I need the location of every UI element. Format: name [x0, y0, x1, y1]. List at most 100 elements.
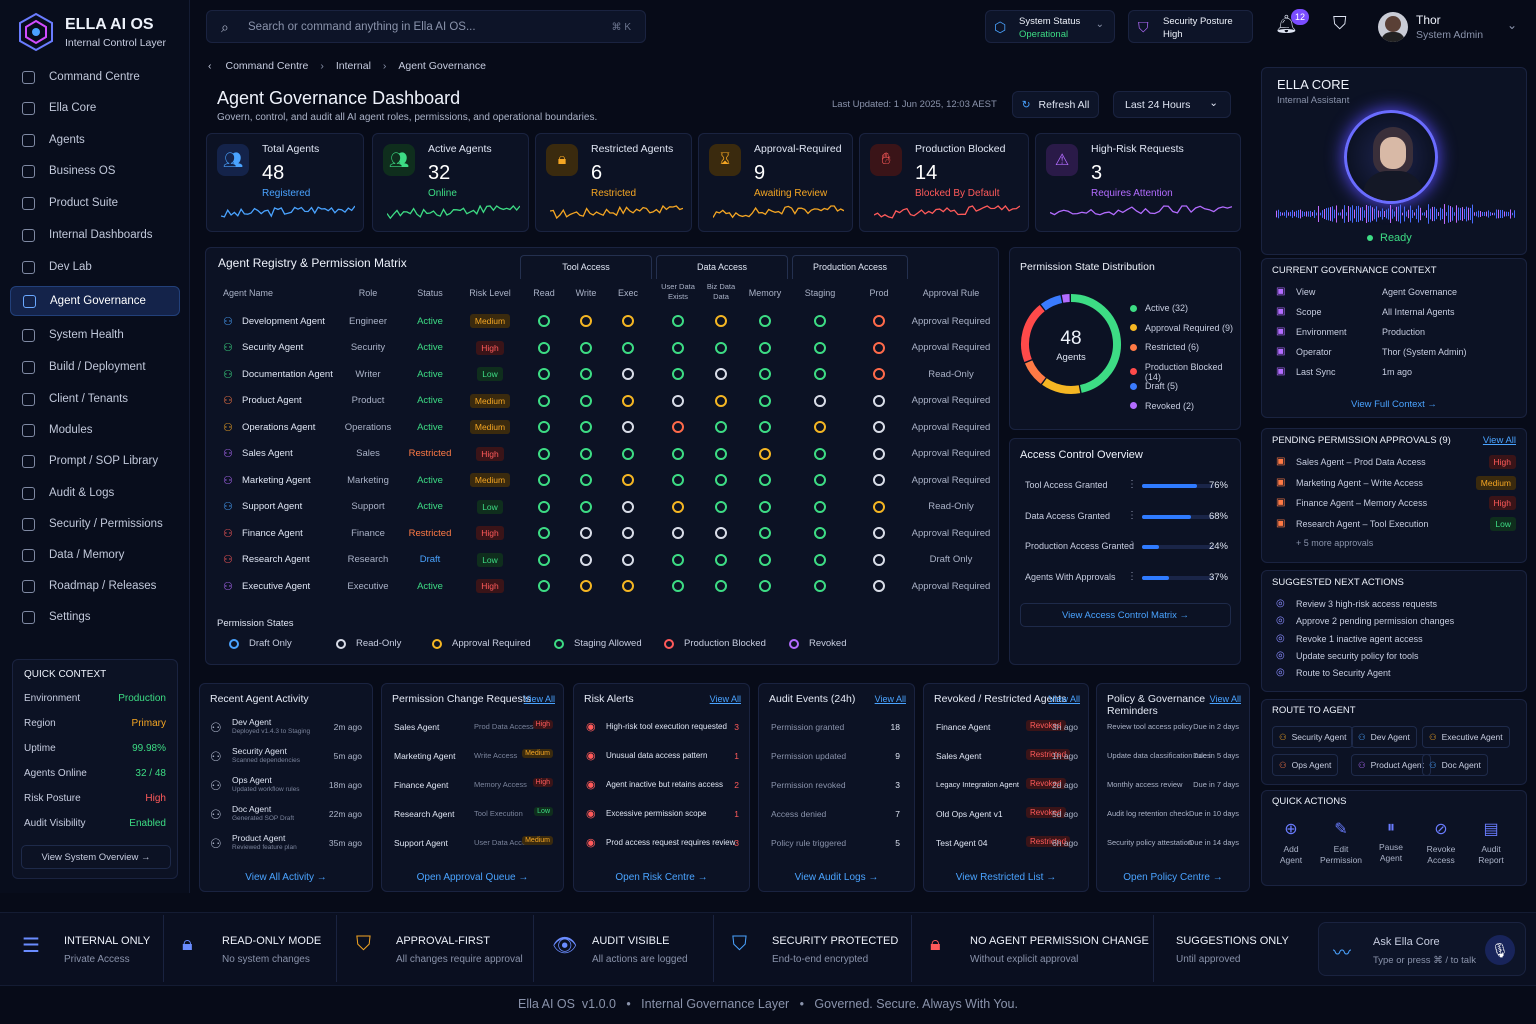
list-item[interactable]: Support Agent User Data Access Medium — [392, 833, 553, 857]
suggested-action[interactable]: Update security policy for tools — [1296, 650, 1419, 661]
permission-cell[interactable] — [538, 335, 550, 361]
agent-name[interactable]: Executive Agent — [242, 580, 311, 592]
permission-cell[interactable] — [759, 573, 771, 599]
permission-cell[interactable] — [538, 494, 550, 520]
list-item[interactable]: Finance Agent Revoked 3h ago — [934, 717, 1078, 741]
permission-cell[interactable] — [715, 573, 727, 599]
list-item[interactable]: Access denied 7 — [769, 804, 904, 828]
agent-name[interactable]: Development Agent — [242, 315, 325, 327]
agent-name[interactable]: Support Agent — [242, 501, 303, 512]
column-header-agent-name[interactable]: Agent Name — [223, 288, 274, 298]
donut-slice-restricted-6[interactable] — [1024, 360, 1046, 384]
permission-cell[interactable] — [580, 361, 592, 387]
permission-cell[interactable] — [622, 573, 634, 599]
permission-cell[interactable] — [580, 494, 592, 520]
panel-footer-link[interactable]: View Restricted List → — [955, 872, 1057, 883]
list-item[interactable]: ◉ High-risk tool execution requested 3 — [584, 717, 739, 741]
breadcrumb-item[interactable]: Internal — [335, 60, 371, 72]
permission-cell[interactable] — [580, 547, 592, 573]
permission-cell[interactable] — [580, 573, 592, 599]
security-posture-dropdown[interactable]: ⛉ Security Posture High — [1128, 10, 1253, 43]
column-header-read[interactable]: Read — [533, 288, 555, 298]
panel-footer-link[interactable]: View All Activity → — [245, 872, 327, 883]
permission-cell[interactable] — [538, 547, 550, 573]
permission-cell[interactable] — [538, 441, 550, 467]
list-item[interactable]: Audit log retention check Due in 10 days — [1107, 804, 1239, 828]
list-item[interactable]: ⚇ Ops Agent Updated workflow rules 18m ago — [210, 775, 362, 799]
permission-cell[interactable] — [814, 388, 826, 414]
route-security-agent[interactable]: ⚇ Security Agent — [1272, 726, 1354, 748]
list-item[interactable]: Finance Agent Memory Access High — [392, 775, 553, 799]
view-all-link[interactable]: View All — [1048, 694, 1080, 704]
permission-cell[interactable] — [715, 494, 727, 520]
stat-card-restricted-agents[interactable]: 🔒︎ Restricted Agents 6 Restricted — [535, 133, 692, 232]
view-access-matrix-button[interactable]: View Access Control Matrix → — [1020, 603, 1231, 627]
agent-name[interactable]: Sales Agent — [242, 448, 293, 459]
permission-cell[interactable] — [580, 308, 592, 334]
donut-slice-active-32[interactable] — [1070, 294, 1121, 393]
table-row[interactable]: ⚇ Sales Agent Sales Restricted High Approval … — [214, 441, 994, 467]
table-row[interactable]: ⚇ Security Agent Security Active High Approva… — [214, 335, 994, 361]
panel-footer-link[interactable]: View Audit Logs → — [794, 872, 879, 883]
sidebar-item-prompt-sop-library[interactable]: Prompt / SOP Library — [10, 446, 180, 476]
permission-cell[interactable] — [580, 467, 592, 493]
permission-cell[interactable] — [715, 547, 727, 573]
sidebar-item-agent-governance[interactable]: Agent Governance — [10, 286, 180, 316]
permission-cell[interactable] — [538, 308, 550, 334]
suggested-action[interactable]: Approve 2 pending permission changes — [1296, 616, 1455, 627]
view-all-link[interactable]: View All — [523, 694, 555, 704]
route-product-agent[interactable]: ⚇ Product Agent — [1351, 754, 1432, 776]
list-item[interactable]: Review tool access policy Due in 2 days — [1107, 717, 1239, 741]
permission-cell[interactable] — [580, 388, 592, 414]
permission-cell[interactable] — [622, 335, 634, 361]
permission-cell[interactable] — [672, 547, 684, 573]
back-chevron-icon[interactable]: ‹ — [208, 60, 212, 72]
route-doc-agent[interactable]: ⚇ Doc Agent — [1422, 754, 1488, 776]
permission-cell[interactable] — [715, 335, 727, 361]
permission-cell[interactable] — [672, 414, 684, 440]
view-all-link[interactable]: View All — [1209, 694, 1241, 704]
column-header-biz-data-data[interactable]: Biz Data Data — [706, 282, 736, 301]
approval-request[interactable]: Marketing Agent – Write Access — [1296, 477, 1423, 488]
permission-cell[interactable] — [672, 573, 684, 599]
permission-cell[interactable] — [622, 361, 634, 387]
table-row[interactable]: ⚇ Operations Agent Operations Active Medium A… — [214, 414, 994, 440]
permission-cell[interactable] — [622, 414, 634, 440]
permission-cell[interactable] — [715, 441, 727, 467]
permission-cell[interactable] — [759, 414, 771, 440]
permission-cell[interactable] — [814, 547, 826, 573]
permission-cell[interactable] — [873, 573, 885, 599]
table-row[interactable]: ⚇ Product Agent Product Active Medium Approva… — [214, 388, 994, 414]
permission-cell[interactable] — [873, 547, 885, 573]
list-item[interactable]: ◉ Agent inactive but retains access 2 — [584, 775, 739, 799]
permission-cell[interactable] — [814, 335, 826, 361]
kebab-icon[interactable]: ⋮ — [1127, 509, 1137, 521]
list-item[interactable]: Research Agent Tool Execution Low — [392, 804, 553, 828]
approval-request[interactable]: Research Agent – Tool Execution — [1296, 518, 1429, 529]
permission-cell[interactable] — [622, 520, 634, 546]
time-range-select[interactable]: Last 24 Hours ⌄ — [1113, 91, 1231, 118]
quick-action-add-agent[interactable]: ⊕ Add Agent — [1270, 815, 1312, 881]
permission-cell[interactable] — [814, 441, 826, 467]
permission-cell[interactable] — [580, 441, 592, 467]
permission-cell[interactable] — [672, 361, 684, 387]
approval-request[interactable]: Finance Agent – Memory Access — [1296, 498, 1428, 508]
route-executive-agent[interactable]: ⚇ Executive Agent — [1422, 726, 1510, 748]
agent-name[interactable]: Security Agent — [242, 342, 304, 353]
table-row[interactable]: ⚇ Executive Agent Executive Active High Appro… — [214, 573, 994, 599]
permission-cell[interactable] — [538, 573, 550, 599]
agent-name[interactable]: Research Agent — [242, 554, 310, 565]
refresh-all-button[interactable]: ↻ Refresh All — [1012, 91, 1099, 118]
column-header-prod[interactable]: Prod — [869, 288, 889, 298]
quick-action-audit-report[interactable]: ▤ Audit Report — [1470, 815, 1512, 881]
permission-cell[interactable] — [672, 494, 684, 520]
route-dev-agent[interactable]: ⚇ Dev Agent — [1351, 726, 1417, 748]
permission-cell[interactable] — [672, 335, 684, 361]
list-item[interactable]: Legacy Integration Agent Revoked 2d ago — [934, 775, 1078, 799]
permission-cell[interactable] — [759, 547, 771, 573]
donut-slice-revoked-2[interactable] — [1061, 294, 1070, 303]
stat-card-production-blocked[interactable]: ✋︎ Production Blocked 14 Blocked By Default — [859, 133, 1029, 232]
list-item[interactable]: Test Agent 04 Restricted 6h ago — [934, 833, 1078, 857]
microphone-icon[interactable]: 🎙︎ — [1485, 935, 1515, 965]
sidebar-item-product-suite[interactable]: Product Suite — [10, 188, 180, 218]
